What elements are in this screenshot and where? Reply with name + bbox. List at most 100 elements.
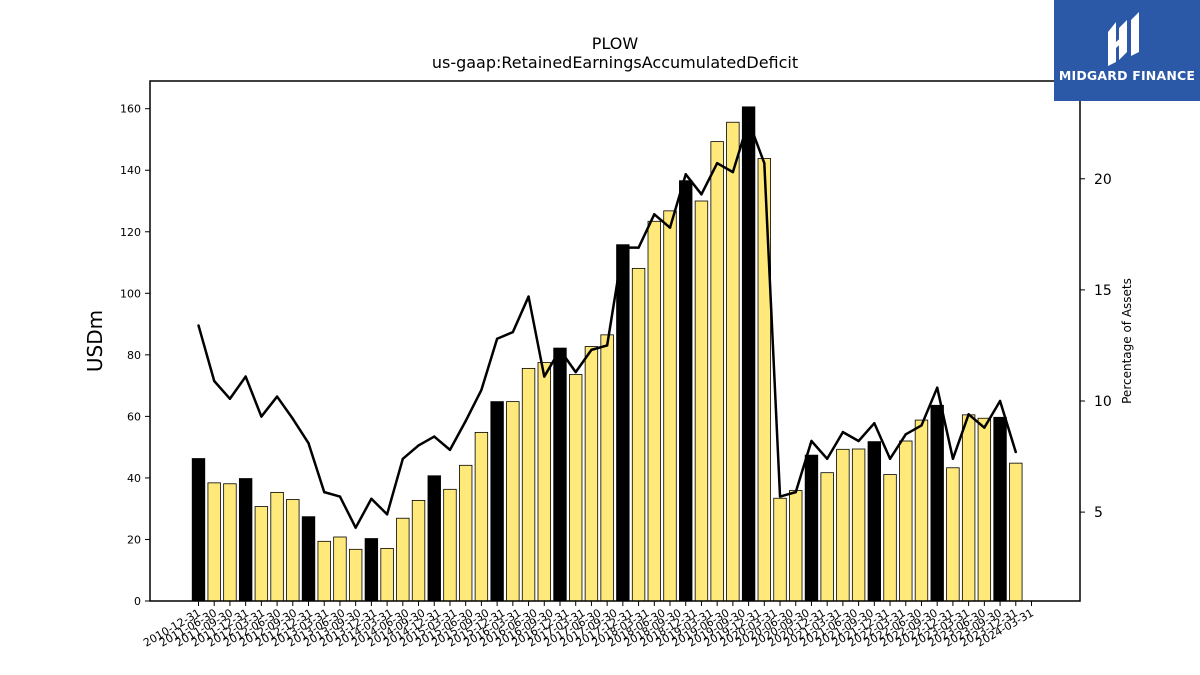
y-tick-label: 100 [120,287,141,300]
y2-tick-label: 15 [1094,283,1112,299]
y-axis-label: USDm [83,310,107,372]
y-tick-label: 80 [127,349,141,362]
bar-2017-09-30 [616,244,630,602]
bar-2013-09-30 [364,538,379,602]
line-point-2018-12-31 [700,193,703,196]
bar-2016-03-31 [521,367,536,602]
bar-2011-09-30 [238,478,253,602]
bar-2019-03-31 [710,141,724,602]
bar-2015-09-30 [490,401,504,602]
y2-tick-label: 10 [1094,394,1112,410]
line-point-2010-12-31 [197,324,200,327]
bar-2023-09-30 [993,416,1007,602]
y-tick-label: 140 [120,164,141,177]
bar-2016-12-31 [569,374,583,602]
bar-2020-03-31 [773,497,787,602]
bar-2015-12-31 [506,401,520,602]
line-point-2020-03-31 [778,495,782,498]
bar-2022-09-30 [930,404,944,602]
line-point-2019-09-30 [747,119,750,123]
x-axis: 2010-12-312011-06-302011-09-302011-12-31… [141,601,1036,650]
bar-2017-03-31 [584,346,599,602]
bar-2019-12-31 [757,158,771,602]
line-point-2014-12-31 [448,448,452,452]
line-point-2016-09-30 [558,348,562,352]
bar-2021-03-31 [836,448,850,602]
brand-logo: MIDGARD FINANCE [1054,0,1200,101]
line-point-2016-03-31 [527,295,530,298]
line-point-2022-12-31 [951,457,955,460]
line-point-2014-09-30 [433,435,436,438]
line-point-2018-03-31 [653,213,656,216]
line-point-2018-06-30 [668,226,672,229]
bar-2011-06-30 [223,483,237,602]
bar-2014-06-30 [411,499,426,602]
line-point-2012-06-30 [291,417,294,420]
bar-2020-12-31 [820,472,834,602]
bar-2023-03-31 [961,414,976,602]
y-tick-label: 160 [120,103,141,116]
bar-2010-12-31 [191,458,206,602]
line-point-2019-03-31 [715,162,719,165]
line-point-2020-06-30 [794,490,797,494]
line-point-2015-09-30 [495,337,499,340]
bar-2018-09-30 [679,180,693,602]
line-point-2015-06-30 [480,388,483,392]
line-point-2022-06-30 [920,424,923,427]
line-point-2012-09-30 [307,442,310,445]
bar-2022-06-30 [914,419,929,602]
chart-subtitle: us-gaap:RetainedEarningsAccumulatedDefic… [432,53,798,72]
y2-axis: 5 10 15 20 [1080,172,1112,521]
bar-2021-09-30 [867,441,882,602]
line-point-2014-03-31 [401,457,405,460]
bar-2016-06-30 [537,362,551,602]
line-point-2015-03-31 [464,419,467,423]
line-point-2011-06-30 [228,397,232,400]
y2-axis-label: Percentage of Assets [1120,278,1134,404]
midgard-m-logo-icon [1108,12,1139,66]
line-point-2020-12-31 [825,457,829,460]
line-point-2019-12-31 [763,162,766,165]
line-point-2017-06-30 [605,344,609,347]
line-point-2020-09-30 [810,439,813,443]
line-point-2011-09-30 [244,375,247,378]
bar-2016-09-30 [553,347,567,602]
bar-2014-12-31 [443,488,457,602]
line-point-2023-06-30 [983,426,986,429]
y-tick-label: 20 [127,533,141,546]
bar-2019-09-30 [741,106,756,602]
line-point-2023-09-30 [998,399,1002,403]
line-point-2014-06-30 [417,444,420,447]
bar-2019-06-30 [726,121,740,602]
line-point-2013-12-31 [385,513,389,516]
bar-2020-06-30 [789,490,803,602]
line-point-2017-09-30 [621,246,625,249]
bar-2015-06-30 [474,431,489,602]
line-point-2016-06-30 [543,375,546,378]
bar-2013-03-31 [333,536,347,602]
line-point-2013-06-30 [354,526,357,529]
bars-layer [191,106,1023,602]
bar-2021-06-30 [851,448,866,602]
bar-2015-03-31 [458,464,473,602]
line-point-2021-09-30 [873,422,876,425]
line-point-2013-03-31 [338,495,342,498]
line-point-2021-03-31 [841,430,845,434]
bar-2013-12-31 [380,547,394,602]
line-point-2013-09-30 [370,497,373,500]
bar-2023-06-30 [977,417,992,602]
bar-2022-12-31 [946,467,960,602]
bar-2014-03-31 [396,517,410,602]
bar-2023-12-31 [1009,462,1023,602]
brand-name: MIDGARD FINANCE [1058,68,1196,83]
line-point-2019-06-30 [731,170,735,174]
bar-2012-12-31 [317,540,331,602]
bar-2014-09-30 [427,475,441,602]
y-axis: 0 20 40 60 80 100 120 140 160 [120,103,150,608]
line-point-2017-12-31 [637,246,640,249]
y-tick-label: 120 [120,226,141,239]
line-point-2018-09-30 [684,173,687,176]
y2-tick-label: 20 [1094,172,1112,188]
bar-2018-03-31 [647,220,661,602]
plot-frame [149,80,1081,602]
